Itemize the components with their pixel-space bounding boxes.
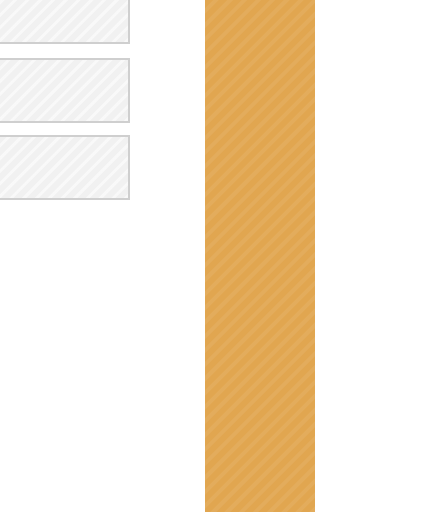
- accent-column-bar: [205, 0, 315, 512]
- placeholder-box-1: [0, 0, 130, 44]
- placeholder-box-3: [0, 135, 130, 200]
- placeholder-box-2: [0, 58, 130, 123]
